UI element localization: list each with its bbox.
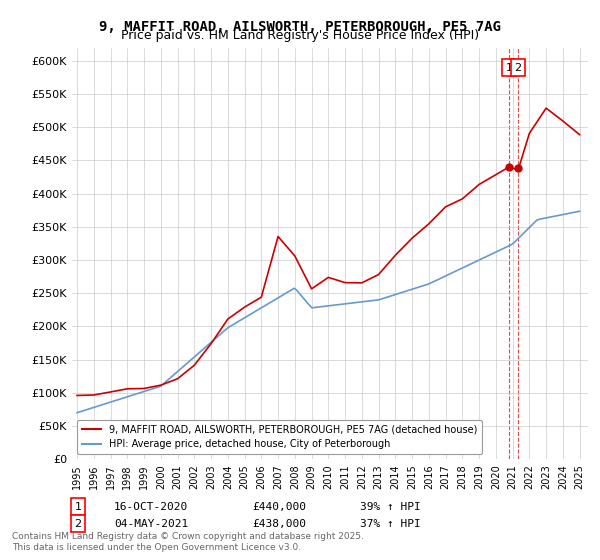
Text: 39% ↑ HPI: 39% ↑ HPI bbox=[360, 502, 421, 512]
Text: 2: 2 bbox=[515, 63, 522, 72]
Legend: 9, MAFFIT ROAD, AILSWORTH, PETERBOROUGH, PE5 7AG (detached house), HPI: Average : 9, MAFFIT ROAD, AILSWORTH, PETERBOROUGH,… bbox=[77, 420, 482, 454]
Text: 1: 1 bbox=[506, 63, 512, 72]
Text: 04-MAY-2021: 04-MAY-2021 bbox=[114, 519, 188, 529]
Text: £440,000: £440,000 bbox=[252, 502, 306, 512]
Text: £438,000: £438,000 bbox=[252, 519, 306, 529]
Text: 2: 2 bbox=[74, 519, 82, 529]
Text: 16-OCT-2020: 16-OCT-2020 bbox=[114, 502, 188, 512]
Text: Price paid vs. HM Land Registry's House Price Index (HPI): Price paid vs. HM Land Registry's House … bbox=[121, 29, 479, 42]
Text: 1: 1 bbox=[74, 502, 82, 512]
Text: Contains HM Land Registry data © Crown copyright and database right 2025.
This d: Contains HM Land Registry data © Crown c… bbox=[12, 532, 364, 552]
Text: 37% ↑ HPI: 37% ↑ HPI bbox=[360, 519, 421, 529]
Text: 9, MAFFIT ROAD, AILSWORTH, PETERBOROUGH, PE5 7AG: 9, MAFFIT ROAD, AILSWORTH, PETERBOROUGH,… bbox=[99, 20, 501, 34]
